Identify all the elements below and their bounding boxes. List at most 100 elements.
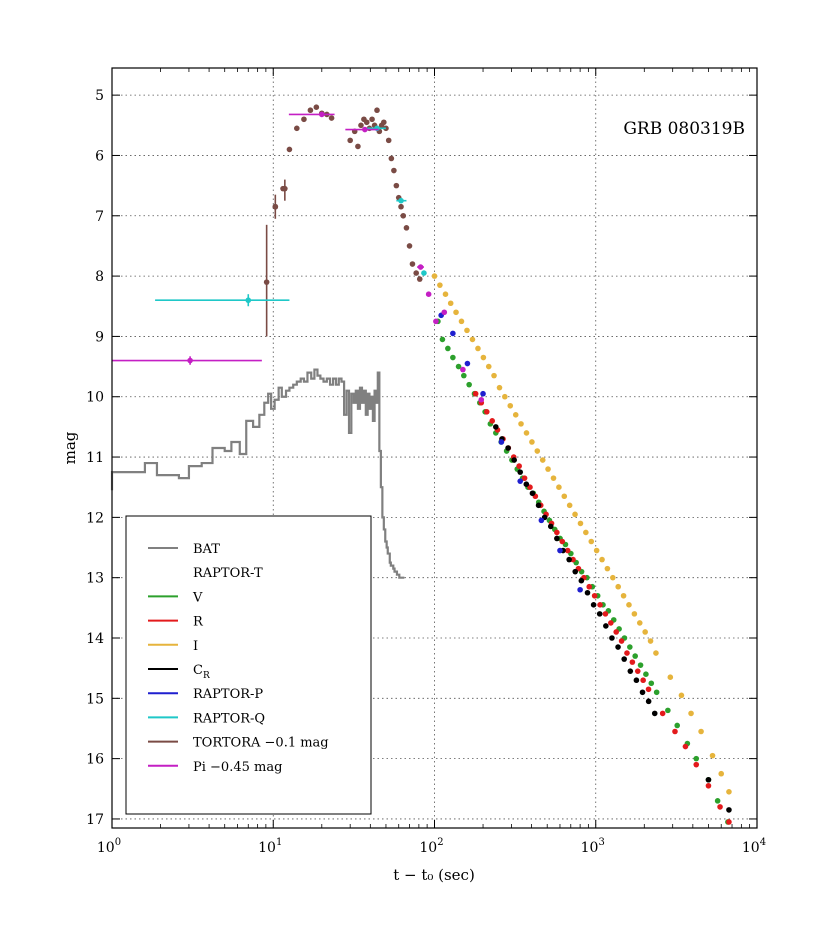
data-point [603, 623, 609, 629]
data-point [450, 354, 456, 361]
data-point [517, 469, 524, 475]
legend-label: V [192, 590, 203, 605]
data-point [381, 119, 387, 126]
data-point [639, 689, 646, 696]
data-point [400, 212, 407, 219]
data-point [714, 798, 721, 804]
data-point [313, 104, 320, 111]
data-point [523, 430, 530, 436]
data-point [667, 674, 674, 681]
data-point [286, 146, 293, 153]
error-bar-point [398, 197, 404, 204]
data-point [590, 602, 597, 608]
data-point [489, 418, 496, 424]
data-point [469, 336, 476, 343]
data-point [610, 574, 616, 581]
data-point [631, 611, 638, 617]
data-point [615, 583, 622, 590]
data-point [709, 752, 716, 759]
data-point [688, 710, 694, 717]
data-point [726, 819, 732, 825]
data-point [391, 167, 397, 174]
plot-area [110, 104, 732, 825]
data-point [566, 502, 573, 509]
axis-ticks: 100 101 102 103 104 5 6 7 8 9 10 11 12 13 14 15 16 17 [86, 68, 766, 856]
legend-label: RAPTOR-P [193, 687, 263, 702]
data-point [534, 448, 541, 454]
data-point [640, 677, 646, 684]
data-point [591, 592, 598, 599]
data-point [464, 360, 471, 367]
data-point [529, 439, 535, 445]
data-point [602, 611, 609, 617]
error-bar-raptor-q [155, 294, 290, 307]
data-point [413, 270, 419, 276]
legend-label: CR [193, 663, 210, 681]
data-point [406, 243, 413, 249]
y-tick-label: 5 [95, 88, 104, 104]
x-tick-label: 102 [419, 837, 443, 856]
data-point [636, 620, 643, 626]
data-point [547, 523, 554, 530]
grid [112, 68, 757, 828]
data-point [584, 589, 591, 596]
data-point [653, 689, 660, 696]
legend-label: BAT [193, 542, 220, 557]
data-point [645, 686, 652, 693]
data-point [634, 668, 641, 674]
data-point [485, 363, 492, 370]
error-bar-point [282, 185, 288, 192]
data-point [517, 478, 524, 484]
data-point [726, 789, 732, 795]
data-point [618, 638, 625, 644]
legend-label: R [193, 615, 204, 630]
bat-step-line [110, 368, 405, 579]
data-point [665, 707, 671, 714]
data-point [493, 424, 499, 430]
data-point [523, 481, 530, 487]
x-tick-label: 100 [97, 837, 121, 856]
legend-entry-c: CR [148, 663, 210, 681]
data-point [374, 107, 380, 114]
data-point [620, 592, 627, 599]
data-point [564, 547, 571, 554]
data-point [659, 710, 666, 717]
y-tick-label: 10 [86, 390, 104, 406]
data-point [455, 363, 462, 370]
data-point [718, 770, 725, 777]
data-point [483, 409, 490, 415]
error-bar-tortora [282, 179, 288, 201]
data-point [570, 556, 576, 563]
data-point [566, 556, 572, 563]
data-point [425, 291, 432, 297]
data-point [431, 273, 438, 279]
data-point [559, 538, 566, 545]
data-point [599, 556, 605, 563]
data-point [593, 547, 600, 554]
legend-entry-v: V [148, 590, 203, 605]
data-point [416, 276, 423, 282]
y-tick-label: 13 [86, 571, 104, 587]
data-point [458, 318, 465, 325]
data-point [624, 650, 630, 656]
data-point [307, 107, 314, 114]
data-point [682, 743, 689, 750]
data-point [472, 390, 479, 397]
data-point [583, 529, 589, 536]
series-c-r [493, 424, 732, 813]
data-point [464, 327, 470, 334]
data-point [613, 629, 619, 635]
data-point [518, 421, 524, 427]
data-point [626, 602, 632, 608]
error-bar-point [417, 264, 424, 270]
legend-label: I [193, 639, 198, 654]
y-tick-label: 9 [95, 329, 104, 345]
data-point [643, 671, 649, 677]
data-point [480, 390, 486, 397]
legend: BAT RAPTOR-T VRI CR RAPTOR-P RAPTOR-Q TORTORA … [125, 515, 372, 815]
data-point [554, 535, 560, 542]
data-point [557, 547, 563, 554]
y-tick-label: 12 [86, 510, 104, 526]
legend-entry-raptor-q: RAPTOR-Q [148, 711, 265, 726]
data-point [409, 261, 416, 267]
